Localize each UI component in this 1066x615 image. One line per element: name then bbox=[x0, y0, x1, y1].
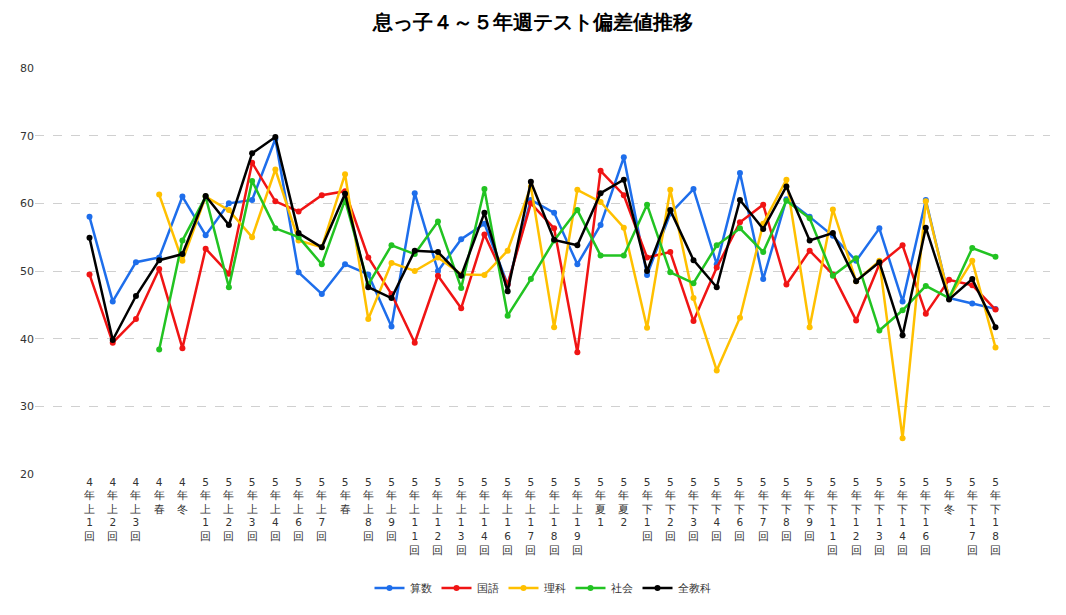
svg-text:5年上13回: 5年上13回 bbox=[456, 476, 467, 556]
svg-text:5年上16回: 5年上16回 bbox=[502, 476, 513, 556]
svg-text:全教科: 全教科 bbox=[678, 582, 711, 595]
svg-text:5年上12回: 5年上12回 bbox=[432, 476, 443, 556]
svg-text:5年上19回: 5年上19回 bbox=[572, 476, 583, 556]
svg-text:50: 50 bbox=[20, 265, 34, 278]
svg-text:5年下17回: 5年下17回 bbox=[967, 476, 978, 556]
svg-text:5年上9回: 5年上9回 bbox=[386, 476, 397, 543]
svg-text:5年上18回: 5年上18回 bbox=[549, 476, 560, 556]
svg-text:5年上3回: 5年上3回 bbox=[247, 476, 258, 543]
svg-text:5年下7回: 5年下7回 bbox=[758, 476, 769, 543]
svg-text:5年上1回: 5年上1回 bbox=[200, 476, 211, 543]
svg-text:5年下11回: 5年下11回 bbox=[827, 476, 838, 556]
svg-text:5年上11回: 5年上11回 bbox=[409, 476, 420, 556]
svg-text:40: 40 bbox=[20, 333, 34, 346]
svg-text:4年春: 4年春 bbox=[154, 476, 165, 515]
svg-text:5年上14回: 5年上14回 bbox=[479, 476, 490, 556]
svg-text:国語: 国語 bbox=[477, 582, 499, 595]
svg-text:70: 70 bbox=[20, 130, 34, 143]
svg-text:5年下4回: 5年下4回 bbox=[711, 476, 722, 543]
svg-text:理科: 理科 bbox=[544, 582, 566, 595]
svg-text:5年上6回: 5年上6回 bbox=[293, 476, 304, 543]
svg-text:5年下18回: 5年下18回 bbox=[990, 476, 1001, 556]
svg-text:5年上4回: 5年上4回 bbox=[270, 476, 281, 543]
svg-text:20: 20 bbox=[20, 468, 34, 481]
svg-text:算数: 算数 bbox=[410, 582, 432, 595]
svg-text:5年下16回: 5年下16回 bbox=[920, 476, 931, 556]
svg-text:5年夏1: 5年夏1 bbox=[595, 476, 606, 529]
svg-text:5年下9回: 5年下9回 bbox=[804, 476, 815, 543]
svg-text:4年上3回: 4年上3回 bbox=[130, 476, 141, 543]
svg-text:5年春: 5年春 bbox=[340, 476, 351, 515]
svg-text:5年下3回: 5年下3回 bbox=[688, 476, 699, 543]
svg-text:4年冬: 4年冬 bbox=[177, 476, 188, 515]
svg-text:5年下2回: 5年下2回 bbox=[665, 476, 676, 543]
svg-text:5年上8回: 5年上8回 bbox=[363, 476, 374, 543]
svg-text:5年下1回: 5年下1回 bbox=[642, 476, 653, 543]
svg-text:5年上17回: 5年上17回 bbox=[525, 476, 536, 556]
svg-text:社会: 社会 bbox=[611, 582, 633, 595]
svg-text:息っ子４～５年週テスト偏差値推移: 息っ子４～５年週テスト偏差値推移 bbox=[372, 10, 693, 34]
svg-text:5年下14回: 5年下14回 bbox=[897, 476, 908, 556]
svg-text:5年上2回: 5年上2回 bbox=[223, 476, 234, 543]
svg-text:5年下13回: 5年下13回 bbox=[874, 476, 885, 556]
svg-text:5年夏2: 5年夏2 bbox=[618, 476, 629, 529]
svg-text:80: 80 bbox=[20, 62, 34, 75]
svg-text:4年上2回: 4年上2回 bbox=[107, 476, 118, 543]
svg-text:5年下6回: 5年下6回 bbox=[734, 476, 745, 543]
svg-text:5年上7回: 5年上7回 bbox=[316, 476, 327, 543]
svg-text:5年下12回: 5年下12回 bbox=[851, 476, 862, 556]
svg-text:30: 30 bbox=[20, 400, 34, 413]
svg-text:5年下8回: 5年下8回 bbox=[781, 476, 792, 543]
svg-text:4年上1回: 4年上1回 bbox=[84, 476, 95, 543]
svg-text:5年冬: 5年冬 bbox=[944, 476, 955, 515]
svg-text:60: 60 bbox=[20, 197, 34, 210]
